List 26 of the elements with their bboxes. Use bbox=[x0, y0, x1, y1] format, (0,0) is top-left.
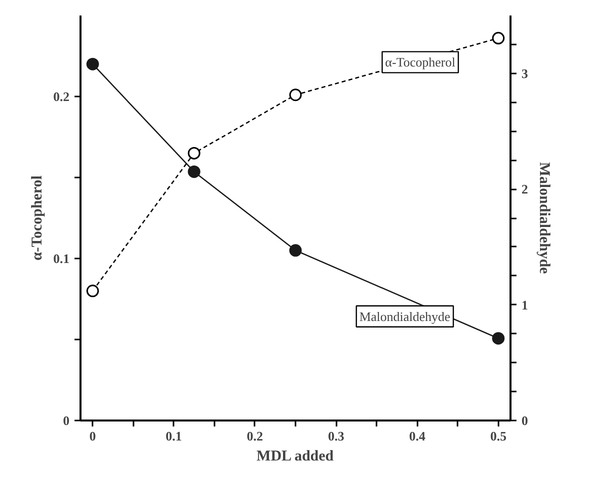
point bbox=[188, 165, 200, 178]
point bbox=[289, 88, 302, 102]
x-tick-label: 0 bbox=[89, 428, 96, 444]
point bbox=[492, 332, 505, 345]
y2-axis-title: Malondialdehyde bbox=[536, 162, 552, 274]
y-axis-title: α-Tocopherol bbox=[29, 175, 46, 261]
x-tick-label: 0.5 bbox=[490, 428, 507, 444]
point bbox=[86, 284, 99, 298]
y2-tick-label: 3 bbox=[522, 66, 528, 81]
y2-tick-label: 1 bbox=[522, 297, 528, 312]
y-tick-label: 0.1 bbox=[53, 251, 70, 266]
y2-tick-label: 2 bbox=[522, 182, 528, 197]
x-tick-label: 0.4 bbox=[409, 428, 426, 444]
x-axis-title: MDL added bbox=[256, 448, 334, 464]
point bbox=[492, 32, 505, 44]
y2-tick-label: 0 bbox=[522, 413, 528, 428]
x-tick-label: 0.1 bbox=[166, 428, 182, 444]
point bbox=[289, 244, 302, 257]
series-label: α-Tocopherol bbox=[385, 54, 456, 70]
x-tick-label: 0.2 bbox=[246, 428, 264, 444]
y-tick-label: 0 bbox=[63, 413, 70, 428]
series-label: Malondialdehyde bbox=[359, 308, 451, 324]
point bbox=[86, 58, 99, 70]
point bbox=[188, 146, 200, 160]
y-tick-label: 0.2 bbox=[53, 89, 70, 104]
x-tick-label: 0.3 bbox=[328, 428, 345, 444]
